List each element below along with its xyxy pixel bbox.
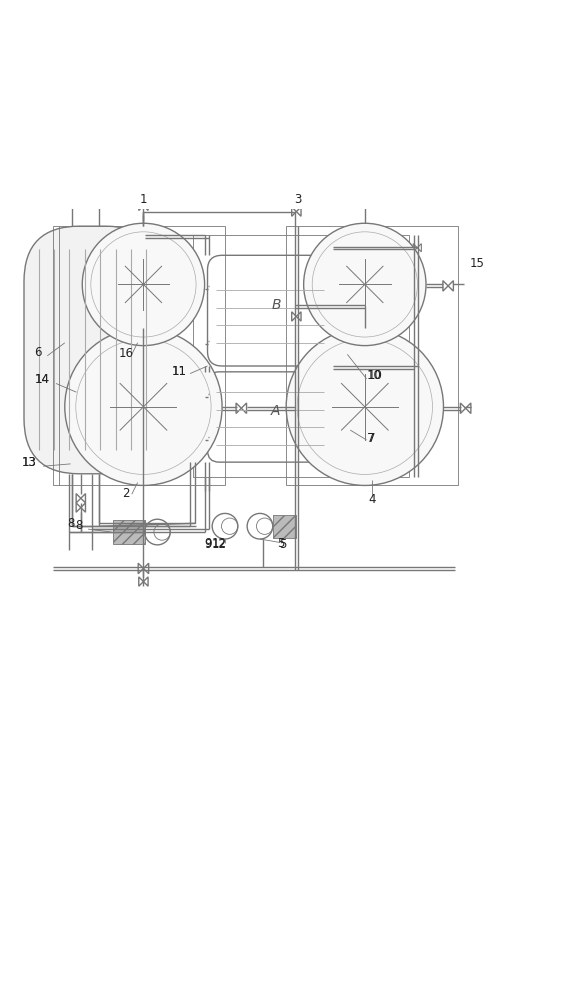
Bar: [317, 404, 330, 421]
Bar: [53, 226, 225, 485]
Text: 8: 8: [76, 519, 83, 532]
Circle shape: [65, 328, 222, 485]
FancyBboxPatch shape: [24, 226, 161, 474]
Circle shape: [82, 223, 204, 346]
Bar: [317, 299, 330, 316]
Bar: [273, 515, 296, 538]
Text: 9: 9: [204, 538, 211, 551]
Text: 7: 7: [368, 432, 376, 445]
Text: 9: 9: [204, 537, 211, 550]
Text: 5: 5: [277, 537, 284, 550]
Text: 16: 16: [119, 347, 134, 360]
Text: 13: 13: [21, 456, 36, 469]
Text: 8: 8: [67, 517, 74, 530]
Bar: [193, 235, 409, 477]
Circle shape: [286, 328, 443, 485]
Text: 11: 11: [172, 365, 187, 378]
Text: 12: 12: [211, 538, 227, 551]
Text: 5: 5: [280, 538, 287, 551]
Text: 1: 1: [140, 193, 147, 206]
Text: 14: 14: [35, 373, 50, 386]
Text: 13: 13: [21, 456, 36, 469]
Text: 2: 2: [122, 487, 130, 500]
Text: 11: 11: [172, 365, 187, 378]
Text: 10: 10: [368, 369, 383, 382]
Bar: [113, 520, 145, 544]
Text: 15: 15: [470, 257, 485, 270]
Circle shape: [304, 223, 426, 346]
Text: 14: 14: [35, 373, 50, 386]
Text: A: A: [271, 404, 281, 418]
Text: 12: 12: [211, 537, 227, 550]
Text: 4: 4: [369, 493, 376, 506]
Text: 3: 3: [294, 193, 301, 206]
Text: 7: 7: [367, 432, 374, 445]
Text: 10: 10: [367, 369, 381, 382]
Text: 6: 6: [34, 346, 41, 359]
Text: B: B: [271, 298, 281, 312]
Bar: [286, 226, 458, 485]
